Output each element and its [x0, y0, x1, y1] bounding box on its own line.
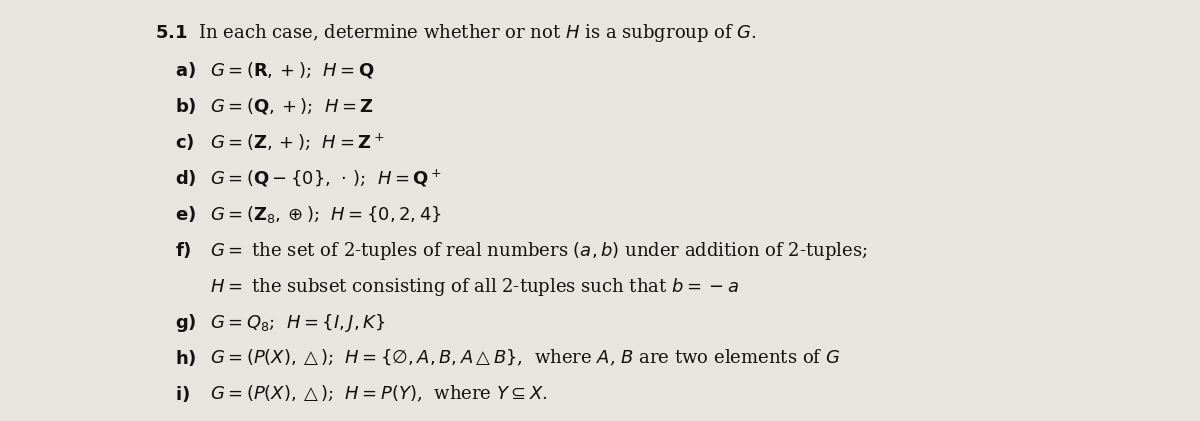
Text: $\mathbf{5.1}$  In each case, determine whether or not $H$ is a subgroup of $G$.: $\mathbf{5.1}$ In each case, determine w… — [155, 22, 757, 44]
Text: $\mathbf{c)}\!\!$: $\mathbf{c)}\!\!$ — [175, 132, 194, 152]
Text: $G=(\mathbf{Z}_8,\oplus)$;  $H=\{0,2,4\}$: $G=(\mathbf{Z}_8,\oplus)$; $H=\{0,2,4\}$ — [210, 204, 442, 225]
Text: $H=$ the subset consisting of all 2-tuples such that $b=-a$: $H=$ the subset consisting of all 2-tupl… — [210, 276, 739, 298]
Text: $\mathbf{i)}\!\!$: $\mathbf{i)}\!\!$ — [175, 384, 190, 404]
Text: $\mathbf{e)}\!\!$: $\mathbf{e)}\!\!$ — [175, 204, 196, 224]
Text: $G=(\mathbf{Q}-\{0\},\,\cdot\,)$;  $H=\mathbf{Q}^+$: $G=(\mathbf{Q}-\{0\},\,\cdot\,)$; $H=\ma… — [210, 168, 442, 189]
Text: $\mathbf{f)}\!\!$: $\mathbf{f)}\!\!$ — [175, 240, 192, 260]
Text: $G=Q_8$;  $H=\{I, J, K\}$: $G=Q_8$; $H=\{I, J, K\}$ — [210, 312, 385, 334]
Text: $\mathbf{a)}\!\!$: $\mathbf{a)}\!\!$ — [175, 60, 196, 80]
Text: $G=$ the set of 2-tuples of real numbers $(a,b)$ under addition of 2-tuples;: $G=$ the set of 2-tuples of real numbers… — [210, 240, 868, 262]
Text: $\mathbf{d)}\!\!$: $\mathbf{d)}\!\!$ — [175, 168, 197, 188]
Text: $G=(P(X),\triangle)$;  $H=P(Y)$,  where $Y\subseteq X$.: $G=(P(X),\triangle)$; $H=P(Y)$, where $Y… — [210, 384, 547, 404]
Text: $G=(\mathbf{R}, +)$;  $H=\mathbf{Q}$: $G=(\mathbf{R}, +)$; $H=\mathbf{Q}$ — [210, 60, 374, 80]
Text: $G=(\mathbf{Z}, +)$;  $H=\mathbf{Z}^+$: $G=(\mathbf{Z}, +)$; $H=\mathbf{Z}^+$ — [210, 132, 384, 152]
Text: $G=(\mathbf{Q}, +)$;  $H=\mathbf{Z}$: $G=(\mathbf{Q}, +)$; $H=\mathbf{Z}$ — [210, 96, 374, 116]
Text: $\mathbf{g)}\!\!$: $\mathbf{g)}\!\!$ — [175, 312, 197, 334]
Text: $\mathbf{h)}\!\!$: $\mathbf{h)}\!\!$ — [175, 348, 197, 368]
Text: $G=(P(X),\triangle)$;  $H=\{\varnothing, A, B, A\triangle B\}$,  where $A$, $B$ : $G=(P(X),\triangle)$; $H=\{\varnothing, … — [210, 348, 840, 368]
Text: $\mathbf{b)}\!\!$: $\mathbf{b)}\!\!$ — [175, 96, 197, 116]
